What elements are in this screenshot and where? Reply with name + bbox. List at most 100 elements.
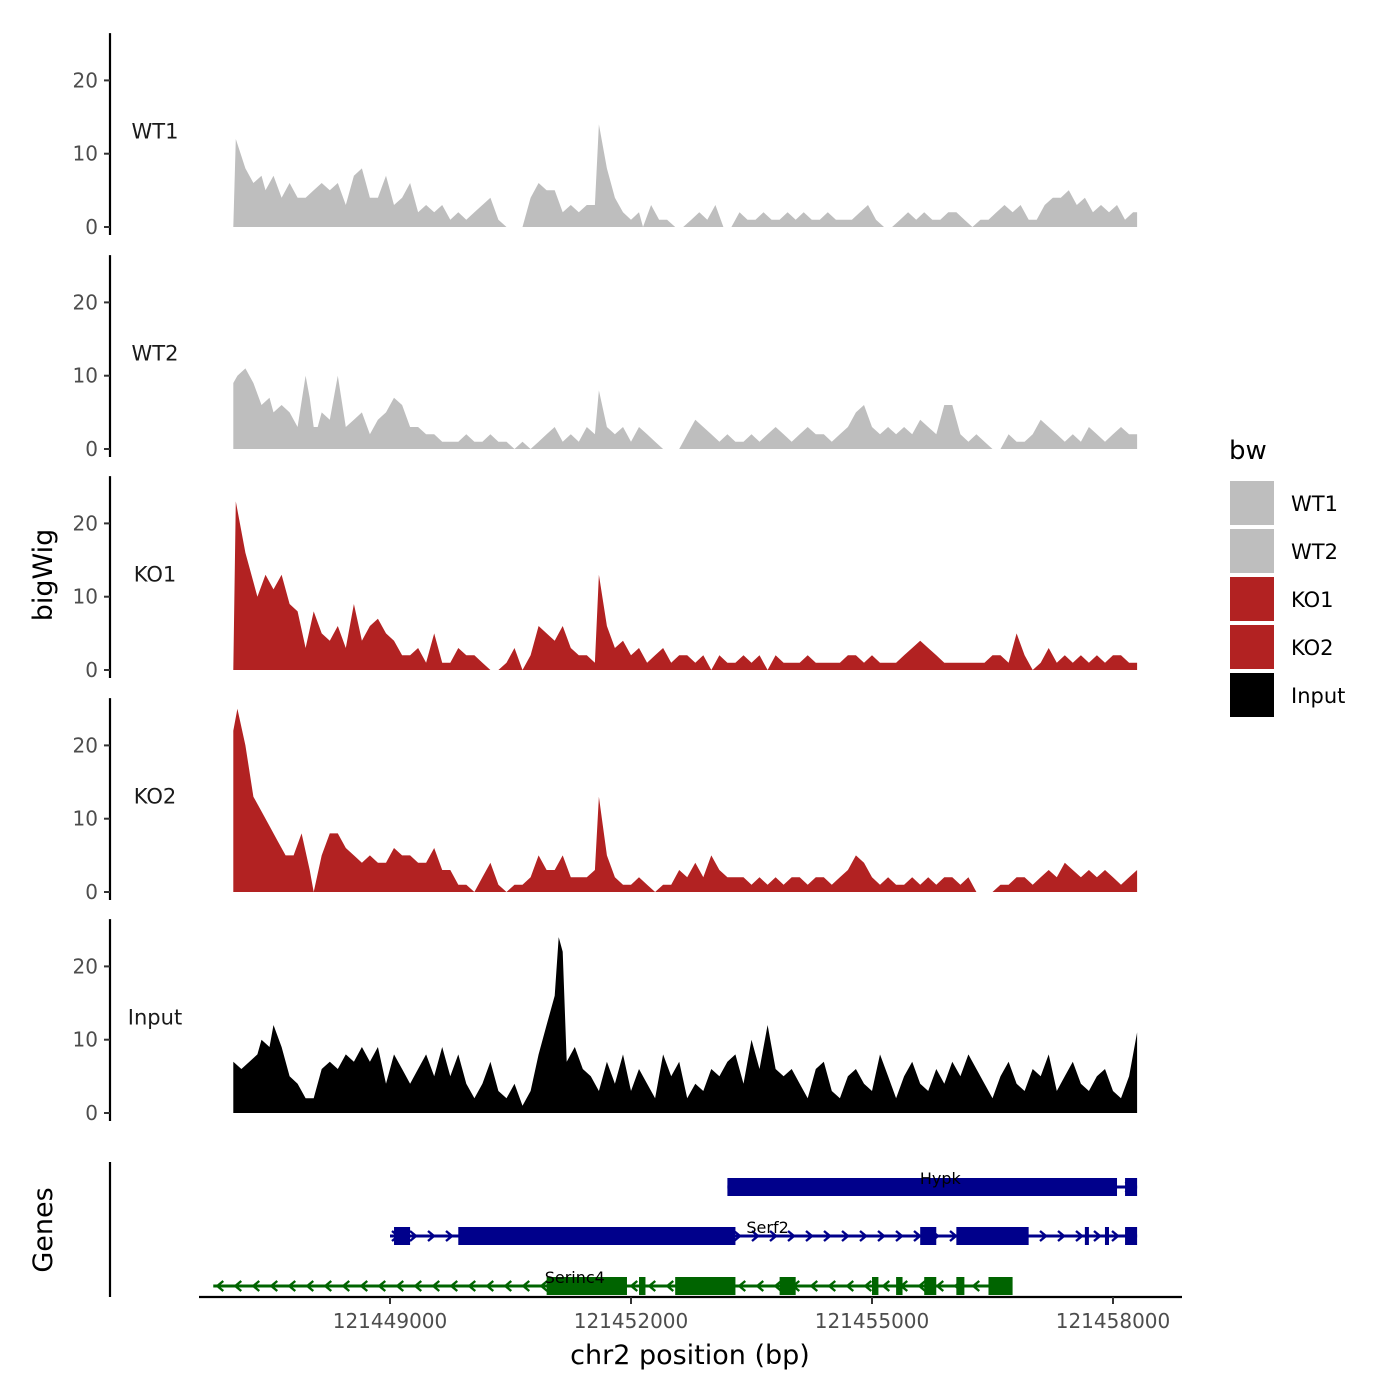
track-input: Input bbox=[128, 937, 1138, 1113]
gene-exon bbox=[920, 1227, 937, 1245]
track-wt1: WT1 bbox=[132, 120, 1138, 227]
y-tick-label: 0 bbox=[85, 880, 98, 904]
area-ko1 bbox=[233, 501, 1138, 670]
track-label-ko1: KO1 bbox=[134, 563, 177, 587]
strand-arrow bbox=[431, 1280, 441, 1292]
gene-exon bbox=[956, 1227, 1029, 1245]
track-ko1: KO1 bbox=[134, 501, 1138, 670]
strand-arrow bbox=[1111, 1230, 1120, 1242]
strand-arrow bbox=[859, 1230, 868, 1242]
legend-label: WT2 bbox=[1291, 540, 1338, 564]
gene-label: Hypk bbox=[920, 1169, 962, 1188]
legend-label: WT1 bbox=[1291, 492, 1338, 516]
strand-arrow bbox=[251, 1280, 261, 1292]
y-tick-label: 10 bbox=[73, 1028, 98, 1052]
gene-exon bbox=[727, 1178, 1118, 1196]
legend: bw WT1 WT2 KO1 KO2 Input bbox=[1228, 436, 1345, 719]
y-tick-label: 10 bbox=[73, 142, 98, 166]
gene-exon bbox=[988, 1277, 1013, 1295]
strand-arrow bbox=[863, 1280, 873, 1292]
gene-exon bbox=[639, 1277, 646, 1295]
gene-exon bbox=[1084, 1227, 1089, 1245]
track-label-wt1: WT1 bbox=[132, 120, 179, 144]
y-tick-label: 0 bbox=[85, 1101, 98, 1125]
strand-arrow bbox=[809, 1280, 819, 1292]
track-label-input: Input bbox=[128, 1006, 182, 1030]
strand-arrow bbox=[323, 1280, 333, 1292]
x-axis-title: chr2 position (bp) bbox=[570, 1340, 810, 1371]
strand-arrow bbox=[467, 1280, 477, 1292]
strand-arrow bbox=[895, 1230, 904, 1242]
gene-serf2: Serf2 bbox=[390, 1218, 1138, 1245]
legend-swatch bbox=[1228, 671, 1276, 719]
tracks-layer: WT1 WT2 KO1 KO2 Input bbox=[128, 120, 1138, 1113]
area-wt1 bbox=[233, 124, 1138, 227]
strand-arrow bbox=[409, 1230, 418, 1242]
y-tick-label: 10 bbox=[73, 364, 98, 388]
gene-serinc4: Serinc4 bbox=[213, 1268, 1013, 1295]
gene-exon bbox=[872, 1277, 879, 1295]
strand-arrow bbox=[665, 1280, 675, 1292]
legend-item-wt1: WT1 bbox=[1228, 479, 1338, 527]
strand-arrow bbox=[733, 1230, 742, 1242]
strand-arrow bbox=[917, 1280, 927, 1292]
strand-arrow bbox=[737, 1280, 747, 1292]
y-tick-label: 10 bbox=[73, 807, 98, 831]
strand-arrow bbox=[377, 1280, 387, 1292]
y-tick-label: 0 bbox=[85, 437, 98, 461]
gene-label: Serf2 bbox=[746, 1218, 788, 1237]
genes-layer: Hypk Serf2 Serinc4 bbox=[213, 1169, 1138, 1295]
gene-exon bbox=[1125, 1227, 1138, 1245]
y-axis-title: bigWig bbox=[28, 529, 59, 622]
strand-arrow bbox=[787, 1230, 796, 1242]
legend-label: Input bbox=[1291, 684, 1345, 708]
gene-label: Serinc4 bbox=[545, 1268, 605, 1287]
strand-arrow bbox=[629, 1280, 639, 1292]
strand-arrow bbox=[449, 1280, 459, 1292]
strand-arrow bbox=[647, 1280, 657, 1292]
strand-arrow bbox=[971, 1280, 981, 1292]
strand-arrow bbox=[755, 1280, 765, 1292]
strand-arrow bbox=[521, 1280, 531, 1292]
legend-item-ko1: KO1 bbox=[1228, 575, 1334, 623]
y-tick-label: 20 bbox=[73, 733, 98, 757]
y-tick-label: 0 bbox=[85, 215, 98, 239]
legend-swatch bbox=[1228, 575, 1276, 623]
gene-hypk: Hypk bbox=[727, 1169, 1138, 1196]
strand-arrow bbox=[413, 1280, 423, 1292]
strand-arrow bbox=[751, 1230, 760, 1242]
legend-title: bw bbox=[1229, 436, 1267, 466]
legend-item-wt2: WT2 bbox=[1228, 527, 1338, 575]
track-label-wt2: WT2 bbox=[132, 342, 179, 366]
y-tick-label: 20 bbox=[73, 954, 98, 978]
strand-arrow bbox=[1057, 1230, 1066, 1242]
area-input bbox=[233, 937, 1138, 1113]
strand-arrow bbox=[233, 1280, 243, 1292]
strand-arrow bbox=[395, 1280, 405, 1292]
legend-label: KO1 bbox=[1291, 588, 1334, 612]
gene-exon bbox=[546, 1277, 627, 1295]
gene-exon bbox=[896, 1277, 903, 1295]
gene-exon bbox=[779, 1277, 796, 1295]
strand-arrow bbox=[269, 1280, 279, 1292]
strand-arrow bbox=[877, 1230, 886, 1242]
legend-item-input: Input bbox=[1228, 671, 1345, 719]
x-tick-label: 121449000 bbox=[333, 1309, 448, 1333]
gene-exon bbox=[1125, 1178, 1138, 1196]
strand-arrow bbox=[445, 1230, 454, 1242]
strand-arrow bbox=[215, 1280, 225, 1292]
legend-item-ko2: KO2 bbox=[1228, 623, 1334, 671]
strand-arrow bbox=[841, 1230, 850, 1242]
legend-swatch bbox=[1228, 623, 1276, 671]
strand-arrow bbox=[1075, 1230, 1084, 1242]
track-ko2: KO2 bbox=[134, 708, 1138, 892]
strand-arrow bbox=[769, 1230, 778, 1242]
strand-arrow bbox=[805, 1230, 814, 1242]
x-tick-label: 121452000 bbox=[574, 1309, 689, 1333]
axis-layer: 0 10 20 0 10 20 0 10 20 0 10 20 0 10 20 121449000 121452… bbox=[73, 33, 1182, 1333]
strand-arrow bbox=[935, 1280, 945, 1292]
area-wt2 bbox=[233, 368, 1138, 449]
gene-exon bbox=[956, 1277, 965, 1295]
strand-arrow bbox=[949, 1230, 958, 1242]
strand-arrow bbox=[773, 1280, 783, 1292]
